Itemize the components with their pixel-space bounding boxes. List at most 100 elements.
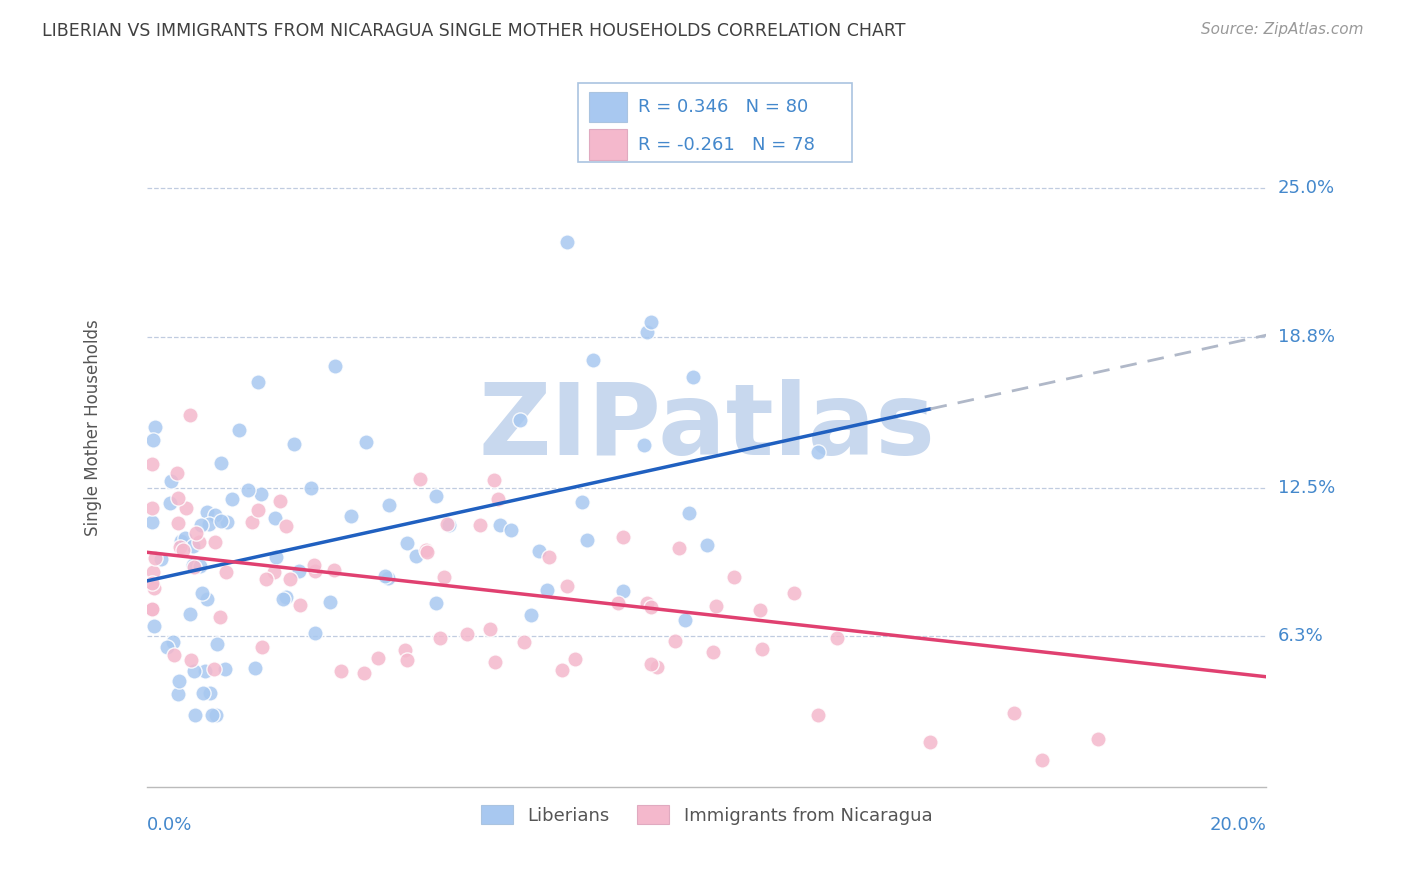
Point xyxy=(198,686,221,700)
Point xyxy=(141,576,163,591)
Point xyxy=(394,643,416,657)
Point xyxy=(612,530,634,544)
Point xyxy=(640,600,662,615)
Point xyxy=(673,613,696,627)
Point xyxy=(499,524,522,538)
Point xyxy=(195,506,218,520)
Point xyxy=(405,549,427,563)
Point xyxy=(468,517,491,532)
Point xyxy=(180,653,202,667)
Point xyxy=(141,601,163,615)
Text: 18.8%: 18.8% xyxy=(1278,327,1334,346)
Point xyxy=(576,533,599,547)
Point xyxy=(479,622,502,636)
Point xyxy=(668,541,690,556)
Legend: Liberians, Immigrants from Nicaragua: Liberians, Immigrants from Nicaragua xyxy=(474,798,939,831)
Point xyxy=(319,595,342,609)
Point xyxy=(339,509,361,524)
Point xyxy=(169,540,191,554)
Point xyxy=(299,481,322,495)
Text: R = -0.261   N = 78: R = -0.261 N = 78 xyxy=(638,136,815,153)
Text: 25.0%: 25.0% xyxy=(1278,179,1334,197)
Point xyxy=(205,637,228,651)
Point xyxy=(304,564,326,578)
Point xyxy=(555,235,578,249)
Point xyxy=(374,568,396,582)
Point xyxy=(1087,732,1109,747)
Point xyxy=(429,632,451,646)
Point xyxy=(378,498,401,512)
Point xyxy=(142,433,165,447)
Point xyxy=(325,359,347,373)
Point xyxy=(159,496,181,510)
Point xyxy=(323,563,346,577)
Point xyxy=(513,635,536,649)
Point xyxy=(202,662,225,676)
Point xyxy=(509,413,531,427)
Point xyxy=(194,664,217,678)
Point xyxy=(243,661,266,675)
Point xyxy=(276,590,298,604)
Point xyxy=(143,420,166,434)
Point xyxy=(228,423,250,437)
Point xyxy=(263,511,285,525)
Point xyxy=(555,579,578,593)
Point xyxy=(183,560,205,574)
FancyBboxPatch shape xyxy=(578,83,852,162)
Point xyxy=(141,501,163,516)
Point xyxy=(527,543,550,558)
Point xyxy=(302,558,325,572)
Point xyxy=(145,551,167,566)
Text: 20.0%: 20.0% xyxy=(1209,815,1267,834)
Point xyxy=(920,734,942,748)
Point xyxy=(191,586,214,600)
Point xyxy=(186,526,208,541)
Point xyxy=(571,494,593,508)
Text: Source: ZipAtlas.com: Source: ZipAtlas.com xyxy=(1201,22,1364,37)
Point xyxy=(254,572,277,586)
Point xyxy=(176,501,198,516)
Point xyxy=(695,538,717,552)
Point xyxy=(205,708,228,723)
Point xyxy=(215,515,238,529)
Point xyxy=(215,566,238,580)
Point xyxy=(166,467,188,481)
Point xyxy=(330,664,353,678)
Point xyxy=(377,571,399,585)
Point xyxy=(247,375,270,389)
Point xyxy=(416,544,439,558)
Point xyxy=(551,664,574,678)
Point xyxy=(179,607,201,621)
Point xyxy=(606,595,628,609)
Point xyxy=(208,610,231,624)
Point xyxy=(484,655,506,669)
Point xyxy=(1004,706,1026,721)
Point xyxy=(425,596,447,610)
Text: 12.5%: 12.5% xyxy=(1278,479,1334,497)
Point xyxy=(520,607,543,622)
Point xyxy=(167,674,190,689)
Point xyxy=(201,708,224,723)
Point xyxy=(456,627,478,641)
Point xyxy=(209,456,232,470)
Point xyxy=(167,516,190,530)
Point xyxy=(181,539,204,553)
FancyBboxPatch shape xyxy=(589,129,627,160)
Point xyxy=(783,585,806,599)
FancyBboxPatch shape xyxy=(589,92,627,121)
Point xyxy=(246,502,269,516)
Point xyxy=(263,565,285,579)
Point xyxy=(645,660,668,674)
Point xyxy=(184,708,207,723)
Point xyxy=(640,315,662,329)
Point xyxy=(191,686,214,700)
Point xyxy=(682,369,704,384)
Point xyxy=(159,474,181,488)
Point xyxy=(723,569,745,583)
Point xyxy=(163,648,186,662)
Point xyxy=(564,652,586,666)
Point xyxy=(432,570,454,584)
Point xyxy=(367,651,389,665)
Point xyxy=(633,437,655,451)
Point xyxy=(702,645,724,659)
